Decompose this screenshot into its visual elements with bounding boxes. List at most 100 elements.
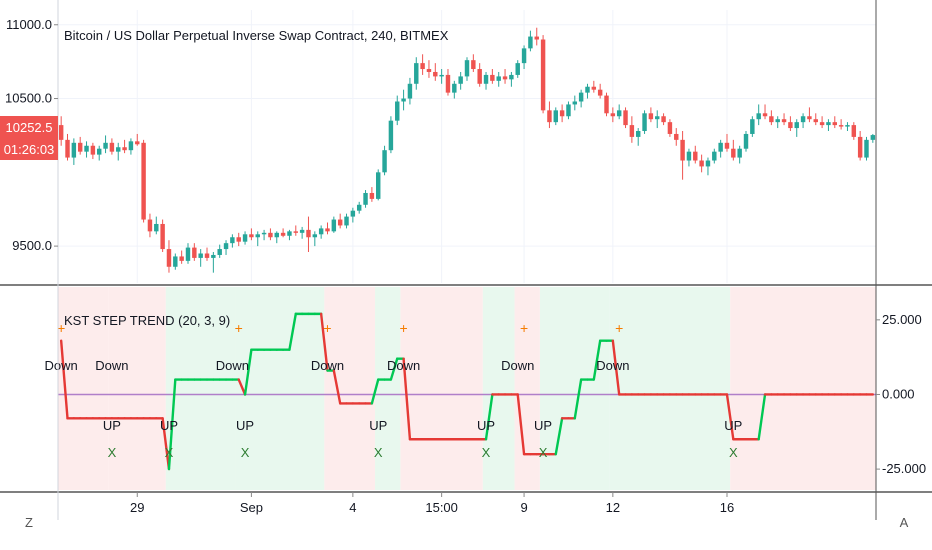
candle-48	[363, 190, 368, 208]
kst-segment-53	[389, 357, 399, 381]
candle-12	[135, 133, 140, 146]
candle-body-70	[502, 76, 508, 80]
candle-body-112	[769, 116, 774, 123]
candlestick-series	[58, 27, 876, 273]
candle-body-18	[173, 256, 178, 267]
candle-body-128	[870, 135, 876, 140]
candle-body-0	[58, 125, 64, 140]
kst-segment-111	[757, 393, 767, 441]
osc-tick-1: 0.000	[882, 386, 915, 401]
candle-body-37	[293, 231, 299, 233]
candle-65	[471, 54, 476, 72]
candle-122	[832, 116, 838, 129]
candle-body-84	[591, 86, 597, 90]
candle-78	[553, 107, 558, 126]
candle-body-36	[287, 231, 292, 236]
x-tick-5: 12	[606, 500, 620, 515]
candle-body-40	[312, 234, 318, 238]
down-label-5: Down	[501, 358, 534, 373]
candle-106	[731, 139, 736, 161]
candle-55	[407, 77, 413, 105]
candle-body-17	[166, 249, 172, 267]
down-label-0: Down	[45, 358, 78, 373]
candle-body-9	[116, 147, 121, 152]
candle-41	[318, 225, 324, 239]
candle-body-75	[534, 36, 539, 40]
kst-segment-37	[288, 312, 297, 351]
candle-body-122	[832, 122, 838, 126]
candle-107	[737, 145, 742, 164]
candle-body-126	[857, 136, 863, 158]
candle-body-119	[813, 119, 818, 123]
candle-40	[312, 231, 318, 247]
candle-body-80	[566, 104, 571, 117]
candle-119	[813, 113, 818, 126]
zoom-icon[interactable]: Z	[25, 515, 33, 530]
osc-bg-region-2	[165, 287, 236, 490]
cross-marker-1: X	[165, 445, 174, 460]
candle-3	[77, 136, 83, 155]
cross-marker-0: X	[108, 445, 117, 460]
candle-44	[337, 213, 343, 229]
up-label-5: UP	[534, 418, 552, 433]
cross-marker-2: X	[241, 445, 250, 460]
candle-body-64	[464, 60, 470, 77]
candle-body-59	[433, 71, 438, 77]
candle-body-3	[77, 142, 83, 152]
kst-segment-30	[243, 348, 253, 396]
candle-104	[718, 139, 723, 158]
candle-16	[160, 219, 165, 253]
candle-body-41	[318, 228, 324, 235]
candle-body-16	[160, 223, 165, 250]
osc-bg-region-3	[235, 287, 325, 490]
candle-body-33	[268, 232, 273, 238]
candle-77	[547, 101, 552, 129]
candle-7	[103, 135, 108, 154]
candle-body-93	[648, 113, 654, 120]
candle-22	[198, 249, 203, 267]
candle-body-7	[103, 142, 108, 149]
candle-body-96	[667, 122, 673, 134]
candle-118	[807, 107, 812, 123]
candle-50	[376, 169, 381, 201]
candle-body-127	[864, 139, 869, 158]
price-chart-title: Bitcoin / US Dollar Perpetual Inverse Sw…	[64, 28, 449, 43]
osc-bg-region-7	[482, 287, 515, 490]
candle-body-92	[642, 113, 647, 132]
candle-87	[610, 107, 616, 123]
countdown-label: 01:26:03	[4, 142, 55, 157]
candle-60	[439, 69, 444, 84]
candle-body-38	[299, 229, 305, 233]
candle-98	[680, 131, 685, 180]
candle-63	[458, 71, 463, 90]
candle-56	[414, 57, 419, 90]
candle-103	[712, 148, 717, 164]
candle-6	[96, 145, 102, 161]
candle-18	[173, 253, 178, 270]
candle-body-10	[122, 147, 127, 151]
down-label-3: Down	[311, 358, 344, 373]
candle-body-102	[705, 160, 711, 167]
kst-segment-50	[370, 378, 380, 405]
kst-segment-73	[516, 393, 526, 456]
candle-body-66	[477, 69, 482, 84]
auto-scale-icon[interactable]: A	[900, 515, 909, 530]
candle-80	[566, 101, 571, 120]
candle-66	[477, 63, 482, 87]
candle-88	[616, 104, 622, 120]
osc-tick-0: 25.000	[882, 312, 922, 327]
x-tick-3: 15:00	[425, 500, 458, 515]
candle-body-31	[255, 234, 260, 238]
candle-49	[369, 187, 375, 202]
candle-85	[597, 83, 603, 99]
svg-text:Z: Z	[25, 515, 33, 530]
candle-86	[604, 92, 609, 117]
candle-93	[648, 107, 654, 123]
candle-29	[242, 231, 248, 245]
candle-47	[356, 201, 362, 214]
candle-4	[84, 141, 89, 158]
candle-71	[509, 71, 514, 87]
down-label-4: Down	[387, 358, 420, 373]
up-label-2: UP	[236, 418, 254, 433]
